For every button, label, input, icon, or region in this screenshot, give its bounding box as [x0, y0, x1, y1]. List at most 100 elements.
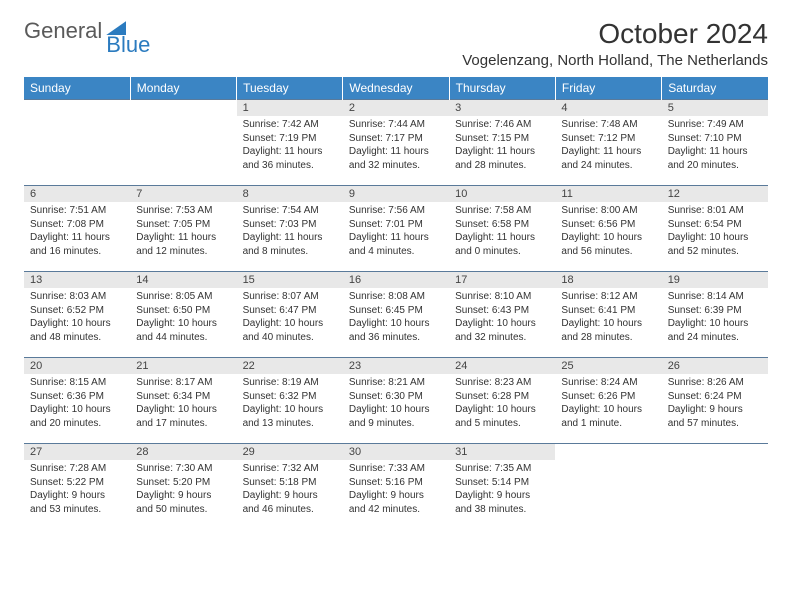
sunset-line: Sunset: 6:41 PM [561, 305, 635, 316]
daylight-line: Daylight: 11 hours and 16 minutes. [30, 232, 110, 257]
daylight-line: Daylight: 10 hours and 17 minutes. [136, 404, 217, 429]
daylight-line: Daylight: 11 hours and 0 minutes. [455, 232, 535, 257]
daylight-line: Daylight: 10 hours and 5 minutes. [455, 404, 536, 429]
calendar-cell [662, 444, 768, 530]
day-details: Sunrise: 7:51 AMSunset: 7:08 PMDaylight:… [24, 202, 130, 262]
day-details: Sunrise: 7:58 AM Sunset: 6:58 PM Daylight:… [449, 202, 555, 262]
calendar-cell: 17Sunrise: 8:10 AMSunset: 6:43 PMDayligh… [449, 272, 555, 358]
sunset-line: Sunset: 6:36 PM [30, 391, 104, 402]
weekday-header: Wednesday [343, 77, 449, 100]
calendar-cell: 22Sunrise: 8:19 AMSunset: 6:32 PMDayligh… [237, 358, 343, 444]
sunset-line: Sunset: 6:47 PM [243, 305, 317, 316]
day-number: 7 [130, 186, 236, 202]
calendar-cell: 20Sunrise: 8:15 AMSunset: 6:36 PMDayligh… [24, 358, 130, 444]
daylight-line: Daylight: 9 hours and 46 minutes. [243, 490, 318, 515]
page-title: October 2024 [462, 18, 768, 50]
calendar-cell: 3Sunrise: 7:46 AMSunset: 7:15 PMDaylight… [449, 100, 555, 186]
sunrise-line: Sunrise: 8:21 AM [349, 377, 425, 388]
day-number: 10 [449, 186, 555, 202]
sunrise-line: Sunrise: 8:01 AM [668, 205, 744, 216]
calendar-cell: 28Sunrise: 7:30 AMSunset: 5:20 PMDayligh… [130, 444, 236, 530]
calendar-cell: 26Sunrise: 8:26 AMSunset: 6:24 PMDayligh… [662, 358, 768, 444]
daylight-line: Daylight: 11 hours and 32 minutes. [349, 146, 429, 171]
calendar-cell: 21Sunrise: 8:17 AMSunset: 6:34 PMDayligh… [130, 358, 236, 444]
day-details: Sunrise: 7:33 AMSunset: 5:16 PMDaylight:… [343, 460, 449, 520]
day-number: 12 [662, 186, 768, 202]
sunrise-line: Sunrise: 7:32 AM [243, 463, 319, 474]
day-details: Sunrise: 8:03 AMSunset: 6:52 PMDaylight:… [24, 288, 130, 348]
day-details: Sunrise: 8:01 AMSunset: 6:54 PMDaylight:… [662, 202, 768, 262]
day-number: 27 [24, 444, 130, 460]
weekday-header-row: SundayMondayTuesdayWednesdayThursdayFrid… [24, 77, 768, 100]
daylight-line: Daylight: 10 hours and 9 minutes. [349, 404, 430, 429]
sunset-line: Sunset: 6:43 PM [455, 305, 529, 316]
day-number: 14 [130, 272, 236, 288]
calendar-cell: 10 Sunrise: 7:58 AM Sunset: 6:58 PM Dayligh… [449, 186, 555, 272]
sunset-line: Sunset: 7:10 PM [668, 133, 742, 144]
day-number: 25 [555, 358, 661, 374]
day-details: Sunrise: 8:07 AMSunset: 6:47 PMDaylight:… [237, 288, 343, 348]
daylight-line: Daylight: 10 hours and 20 minutes. [30, 404, 111, 429]
calendar-cell: 5Sunrise: 7:49 AMSunset: 7:10 PMDaylight… [662, 100, 768, 186]
day-details: Sunrise: 7:35 AMSunset: 5:14 PMDaylight:… [449, 460, 555, 520]
day-details: Sunrise: 8:12 AMSunset: 6:41 PMDaylight:… [555, 288, 661, 348]
day-number [24, 100, 130, 116]
daylight-line: Daylight: 9 hours and 57 minutes. [668, 404, 743, 429]
day-number: 1 [237, 100, 343, 116]
calendar-cell: 16 Sunrise: 8:08 AM Sunset: 6:45 PM Dayligh… [343, 272, 449, 358]
sunrise-line: Sunrise: 7:35 AM [455, 463, 531, 474]
day-number: 6 [24, 186, 130, 202]
day-number: 8 [237, 186, 343, 202]
daylight-line: Daylight: 10 hours and 24 minutes. [668, 318, 749, 343]
day-number: 21 [130, 358, 236, 374]
sunset-line: Sunset: 7:01 PM [349, 219, 423, 230]
calendar-row: 6Sunrise: 7:51 AMSunset: 7:08 PMDaylight… [24, 186, 768, 272]
sunrise-line: Sunrise: 8:12 AM [561, 291, 637, 302]
day-number: 16 [343, 272, 449, 288]
day-number: 28 [130, 444, 236, 460]
sunrise-line: Sunrise: 7:33 AM [349, 463, 425, 474]
day-details: Sunrise: 7:49 AMSunset: 7:10 PMDaylight:… [662, 116, 768, 176]
day-details: Sunrise: 7:30 AMSunset: 5:20 PMDaylight:… [130, 460, 236, 520]
day-number: 15 [237, 272, 343, 288]
calendar-cell: 7Sunrise: 7:53 AMSunset: 7:05 PMDaylight… [130, 186, 236, 272]
calendar-cell: 6Sunrise: 7:51 AMSunset: 7:08 PMDaylight… [24, 186, 130, 272]
sunrise-line: Sunrise: 8:00 AM [561, 205, 637, 216]
sunset-line: Sunset: 6:52 PM [30, 305, 104, 316]
daylight-line: Daylight: 9 hours and 50 minutes. [136, 490, 211, 515]
day-details: Sunrise: 8:23 AMSunset: 6:28 PMDaylight:… [449, 374, 555, 434]
day-details: Sunrise: 7:48 AMSunset: 7:12 PMDaylight:… [555, 116, 661, 176]
calendar-cell: 18Sunrise: 8:12 AMSunset: 6:41 PMDayligh… [555, 272, 661, 358]
day-details [130, 116, 236, 122]
sunrise-line: Sunrise: 8:08 AM [349, 291, 425, 302]
sunset-line: Sunset: 6:30 PM [349, 391, 423, 402]
weekday-header: Monday [130, 77, 236, 100]
sunrise-line: Sunrise: 8:07 AM [243, 291, 319, 302]
calendar-cell: 9Sunrise: 7:56 AMSunset: 7:01 PMDaylight… [343, 186, 449, 272]
sunrise-line: Sunrise: 8:23 AM [455, 377, 531, 388]
sunrise-line: Sunrise: 8:24 AM [561, 377, 637, 388]
sunset-line: Sunset: 7:03 PM [243, 219, 317, 230]
daylight-line: Daylight: 11 hours and 4 minutes. [349, 232, 429, 257]
day-details: Sunrise: 8:05 AMSunset: 6:50 PMDaylight:… [130, 288, 236, 348]
calendar-cell: 2Sunrise: 7:44 AMSunset: 7:17 PMDaylight… [343, 100, 449, 186]
sunset-line: Sunset: 6:58 PM [455, 219, 529, 230]
day-details: Sunrise: 8:15 AMSunset: 6:36 PMDaylight:… [24, 374, 130, 434]
sunrise-line: Sunrise: 7:54 AM [243, 205, 319, 216]
location-subtitle: Vogelenzang, North Holland, The Netherla… [462, 52, 768, 69]
sunrise-line: Sunrise: 7:58 AM [455, 205, 531, 216]
sunrise-line: Sunrise: 8:17 AM [136, 377, 212, 388]
sunset-line: Sunset: 5:18 PM [243, 477, 317, 488]
day-number: 30 [343, 444, 449, 460]
daylight-line: Daylight: 10 hours and 36 minutes. [349, 318, 430, 343]
day-details: Sunrise: 8:00 AMSunset: 6:56 PMDaylight:… [555, 202, 661, 262]
day-number: 29 [237, 444, 343, 460]
daylight-line: Daylight: 9 hours and 38 minutes. [455, 490, 530, 515]
calendar-cell: 24Sunrise: 8:23 AMSunset: 6:28 PMDayligh… [449, 358, 555, 444]
daylight-line: Daylight: 10 hours and 44 minutes. [136, 318, 217, 343]
day-number: 13 [24, 272, 130, 288]
calendar-cell [130, 100, 236, 186]
sunset-line: Sunset: 6:45 PM [349, 305, 423, 316]
daylight-line: Daylight: 10 hours and 1 minute. [561, 404, 642, 429]
calendar-cell: 15Sunrise: 8:07 AMSunset: 6:47 PMDayligh… [237, 272, 343, 358]
